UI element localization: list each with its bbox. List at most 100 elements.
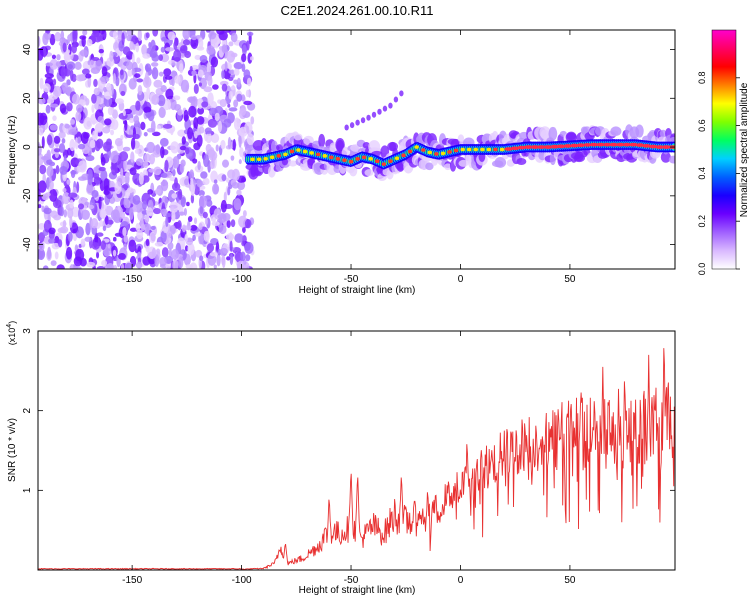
ridge-peak — [550, 144, 560, 149]
noise-speckle — [77, 143, 86, 150]
noise-speckle — [194, 232, 201, 237]
noise-speckle — [226, 256, 231, 261]
noise-speckle — [179, 45, 188, 54]
noise-speckle — [94, 32, 102, 43]
noise-speckle — [246, 31, 254, 37]
noise-speckle — [71, 93, 80, 105]
ridge-halo — [660, 151, 671, 163]
noise-speckle — [58, 239, 63, 248]
noise-speckle — [223, 191, 227, 203]
noise-speckle — [55, 61, 62, 67]
noise-speckle — [237, 181, 246, 191]
noise-speckle — [91, 120, 96, 125]
noise-speckle — [236, 189, 242, 196]
noise-speckle — [219, 80, 229, 86]
ridge-peak — [440, 151, 446, 156]
noise-speckle — [129, 207, 134, 220]
noise-speckle — [225, 233, 235, 241]
ridge-halo — [349, 165, 358, 177]
noise-speckle — [135, 222, 141, 232]
noise-speckle — [107, 106, 114, 116]
noise-speckle — [66, 61, 76, 71]
noise-speckle — [168, 248, 172, 258]
noise-speckle — [158, 106, 166, 119]
noise-speckle — [229, 253, 234, 266]
colorbar-tick-label: 0.4 — [697, 167, 707, 180]
snr-x-tick-label: 0 — [458, 575, 464, 586]
noise-speckle — [228, 69, 235, 74]
noise-speckle — [228, 41, 234, 47]
noise-speckle — [193, 130, 198, 139]
noise-speckle — [54, 31, 62, 42]
noise-speckle — [171, 62, 176, 67]
noise-speckle — [221, 83, 228, 92]
noise-speckle — [208, 150, 218, 161]
ridge-halo — [425, 162, 434, 171]
heatmap-frame — [37, 29, 676, 270]
noise-speckle — [158, 71, 164, 77]
noise-speckle — [239, 147, 244, 158]
noise-speckle — [151, 67, 159, 80]
noise-speckle — [49, 188, 58, 202]
ridge-peak — [486, 147, 492, 152]
noise-speckle — [140, 223, 146, 232]
ridge-halo — [293, 133, 303, 141]
noise-speckle — [191, 70, 197, 76]
noise-speckle — [59, 226, 69, 234]
ridge-peak — [375, 159, 380, 164]
branch-mark — [349, 122, 355, 129]
noise-speckle — [165, 216, 169, 228]
noise-speckle — [250, 56, 254, 61]
heatmap-x-tick-label: -50 — [344, 274, 359, 285]
noise-speckle — [158, 54, 164, 62]
noise-speckle — [134, 149, 140, 154]
noise-speckle — [230, 32, 238, 43]
noise-speckle — [46, 159, 53, 165]
noise-speckle — [219, 99, 227, 108]
noise-speckle — [49, 124, 58, 131]
ridge-peak — [361, 155, 367, 160]
noise-speckle — [86, 38, 93, 47]
heatmap-x-tick-label: 50 — [564, 274, 576, 285]
noise-speckle — [152, 131, 161, 137]
noise-speckle — [201, 101, 209, 108]
snr-y-tick-label: 1 — [22, 487, 33, 493]
snr-y-tick-label: 2 — [22, 407, 33, 413]
noise-speckle — [140, 121, 146, 131]
noise-speckle — [135, 158, 144, 166]
noise-speckle — [92, 130, 96, 141]
ridge-peak — [256, 157, 262, 162]
noise-speckle — [146, 224, 150, 237]
noise-speckle — [221, 44, 227, 54]
noise-speckle — [112, 73, 116, 84]
noise-speckle — [96, 251, 100, 259]
noise-speckle — [160, 146, 165, 159]
noise-speckle — [198, 190, 205, 197]
noise-speckle — [38, 204, 42, 209]
heatmap-panel: -150 -100 -50 0 50 -40 -20 0 20 40 Height of str… — [7, 29, 676, 296]
noise-speckle — [77, 203, 85, 210]
noise-speckle — [244, 241, 254, 254]
noise-speckle — [208, 31, 217, 40]
colorbar-tick-label: 0.8 — [697, 72, 707, 85]
noise-speckle — [69, 139, 76, 152]
noise-speckle — [50, 260, 57, 266]
noise-speckle — [227, 136, 232, 149]
noise-speckle — [42, 46, 47, 58]
noise-speckle — [170, 141, 180, 154]
noise-speckle — [38, 188, 41, 202]
noise-speckle — [96, 232, 104, 237]
snr-x-tick-label: 50 — [564, 575, 576, 586]
noise-speckle — [142, 200, 147, 211]
noise-speckle — [94, 123, 104, 133]
noise-speckle — [227, 103, 231, 108]
noise-speckle — [123, 234, 128, 243]
noise-speckle — [59, 205, 64, 217]
noise-speckle — [159, 137, 169, 147]
noise-speckle — [151, 62, 159, 67]
noise-speckle — [146, 141, 156, 154]
ridge-halo — [659, 129, 667, 138]
noise-speckle — [180, 79, 190, 93]
ridge-peak — [414, 145, 419, 149]
ridge-halo — [362, 142, 371, 149]
